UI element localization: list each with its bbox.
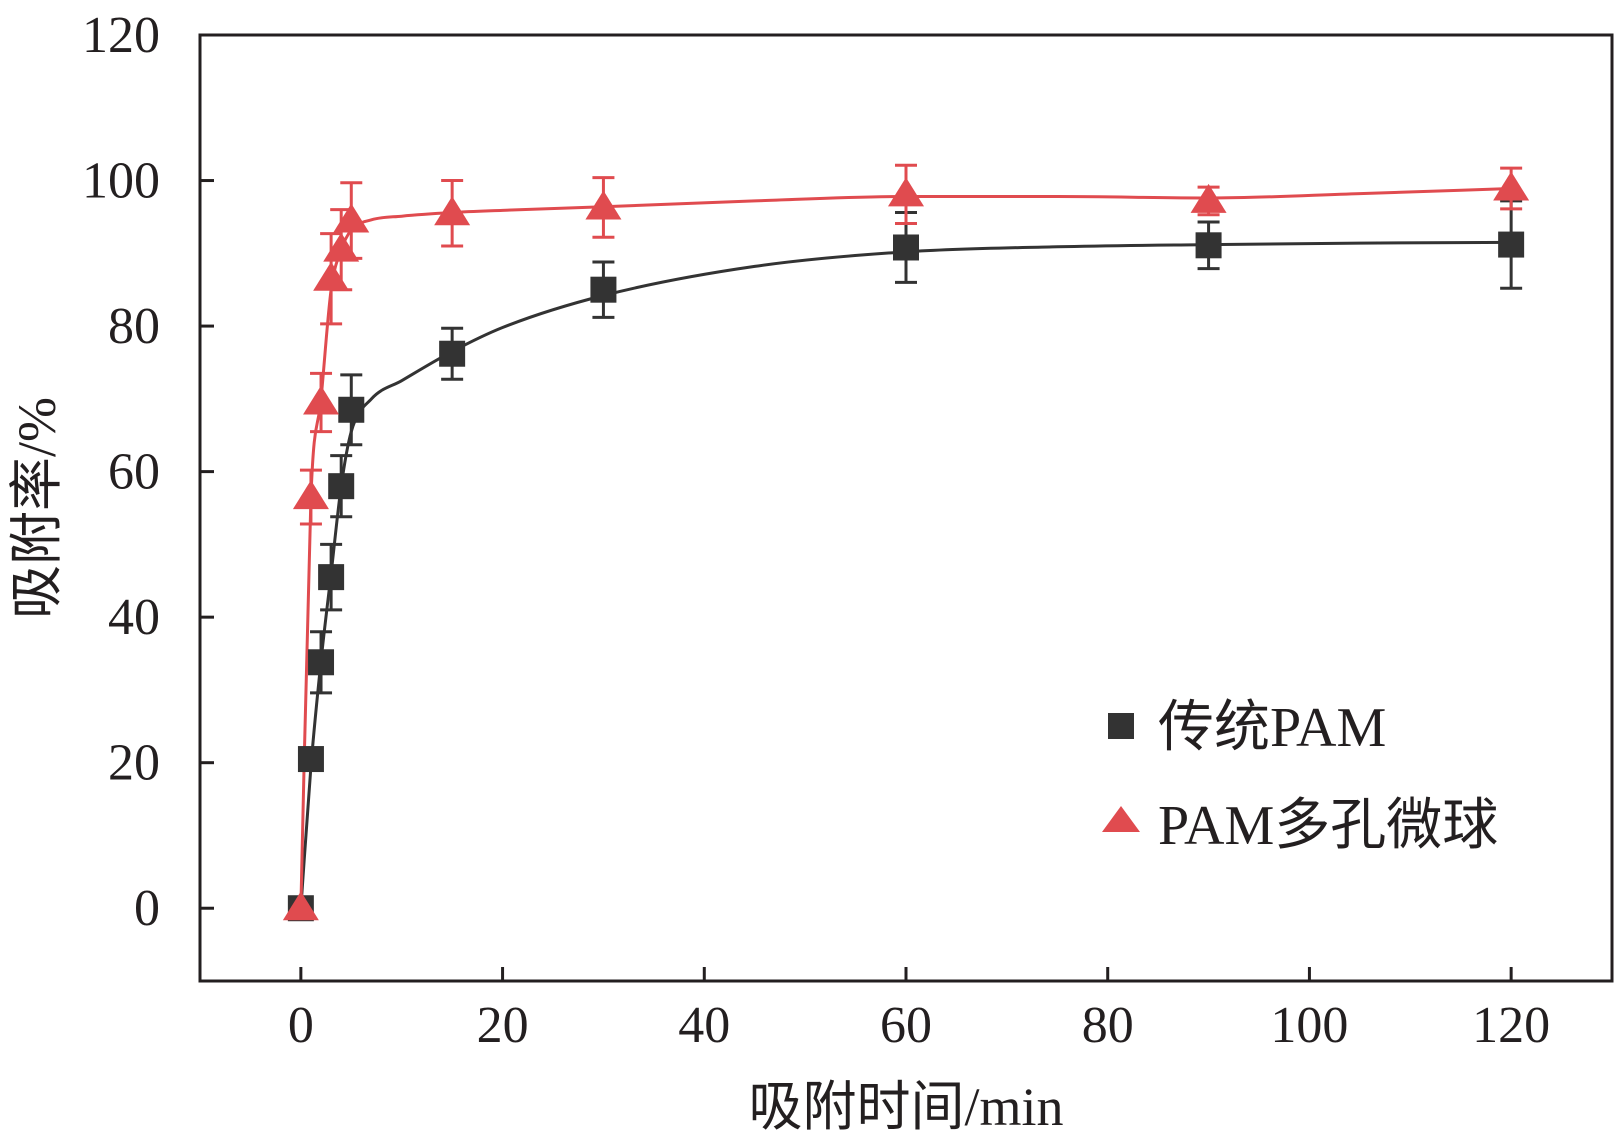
data-point-traditional-pam <box>893 234 919 261</box>
fit-curve-traditional-pam <box>299 240 1512 909</box>
y-tick-label: 20 <box>108 735 160 792</box>
y-tick-label: 0 <box>134 880 160 937</box>
data-point-traditional-pam <box>328 473 355 500</box>
data-point-traditional-pam <box>338 396 365 423</box>
x-axis-title: 吸附时间/min <box>748 1077 1063 1137</box>
data-point-traditional-pam <box>1195 232 1222 259</box>
y-tick-label: 100 <box>82 153 160 210</box>
data-point-traditional-pam <box>1498 231 1525 258</box>
data-point-pam-microsphere <box>292 480 329 510</box>
data-point-pam-microsphere <box>585 190 622 220</box>
data-point-pam-microsphere <box>888 177 924 207</box>
x-tick-label: 100 <box>1270 997 1348 1054</box>
data-point-traditional-pam <box>439 340 466 367</box>
x-tick-label: 40 <box>678 997 730 1054</box>
data-markers <box>282 171 1530 922</box>
data-point-pam-microsphere <box>434 196 471 226</box>
data-point-traditional-pam <box>318 564 345 591</box>
y-tick-label: 60 <box>108 444 160 501</box>
legend-marker-square <box>1108 713 1134 739</box>
x-tick-label: 120 <box>1472 997 1550 1054</box>
data-point-pam-microsphere <box>313 261 350 291</box>
y-axis-ticks: 0 20 40 60 80 100 120 <box>82 7 214 937</box>
y-tick-label: 40 <box>108 589 160 646</box>
x-axis-ticks: 0 20 40 60 80 100 120 <box>288 967 1550 1054</box>
data-point-pam-microsphere <box>1190 183 1227 213</box>
data-point-pam-microsphere <box>1493 171 1530 201</box>
y-tick-label: 120 <box>82 7 160 64</box>
data-point-traditional-pam <box>590 276 617 303</box>
data-point-pam-microsphere <box>323 232 360 262</box>
x-tick-label: 60 <box>880 997 932 1054</box>
y-axis-title: 吸附率/% <box>7 397 67 619</box>
data-point-pam-microsphere <box>333 203 370 233</box>
data-point-traditional-pam <box>297 746 324 773</box>
data-point-traditional-pam <box>308 649 335 676</box>
x-tick-label: 20 <box>477 997 529 1054</box>
legend: 传统PAM PAM多孔微球 <box>1102 697 1498 857</box>
legend-marker-triangle <box>1102 806 1140 832</box>
data-point-pam-microsphere <box>303 385 340 415</box>
legend-label-traditional-pam: 传统PAM <box>1158 697 1386 759</box>
y-tick-label: 80 <box>108 298 160 355</box>
x-tick-label: 80 <box>1082 997 1134 1054</box>
data-point-pam-microsphere <box>282 891 319 921</box>
x-tick-label: 0 <box>288 997 314 1054</box>
legend-label-pam-microsphere: PAM多孔微球 <box>1158 795 1498 857</box>
